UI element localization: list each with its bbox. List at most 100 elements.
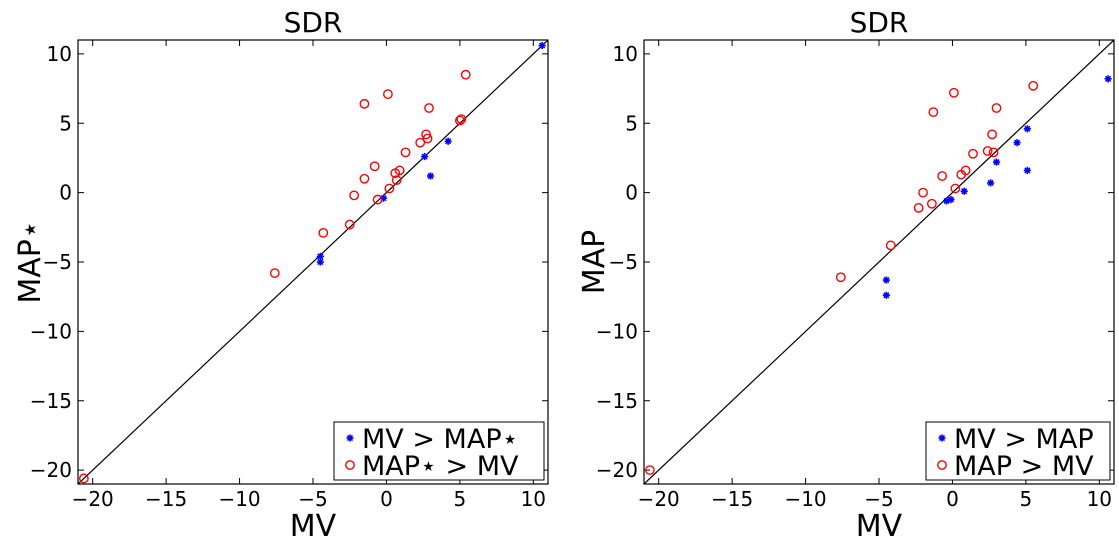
point-series-0 [444,137,452,145]
identity-line [644,40,1114,484]
point-series-0 [538,41,546,50]
point-series-1 [421,129,431,140]
legend-marker [345,460,355,470]
point-series-1 [918,187,928,198]
x-tick-label: −10 [218,487,260,511]
y-tick-label: −20 [596,458,638,482]
point-series-1 [928,107,939,118]
x-tick-label: 5 [454,487,467,511]
x-tick-label: −10 [784,487,826,511]
chart-title: SDR [284,6,343,39]
y-tick-label: −10 [30,319,72,343]
point-series-1 [344,219,355,230]
point-series-1 [269,268,280,278]
y-tick-label: 5 [625,111,638,135]
y-tick-label: −15 [30,389,72,413]
identity-line [78,40,548,484]
point-series-1 [391,175,402,186]
x-tick-label: −20 [72,487,114,511]
legend: MV > MAP⋆MAP⋆ > MV [333,421,545,482]
x-axis-label: MV [290,509,337,542]
point-series-1 [937,171,948,181]
point-series-1 [454,115,465,126]
point-series-0 [882,276,890,284]
point-series-0 [426,172,435,180]
point-series-1 [456,114,467,124]
point-series-1 [78,473,89,484]
point-series-0 [421,152,429,161]
point-series-0 [1023,125,1031,133]
x-tick-label: −5 [864,487,893,511]
legend-label: MAP > MV [954,451,1094,482]
point-series-1 [372,194,383,205]
x-tick-label: 0 [380,487,393,511]
point-series-1 [415,137,426,148]
x-tick-label: 10 [521,487,546,511]
point-series-0 [1013,139,1021,147]
point-series-0 [960,187,968,195]
point-series-1 [349,190,360,201]
y-tick-label: 5 [59,111,72,135]
point-series-1 [926,198,937,209]
y-tick-label: −15 [596,389,638,413]
point-series-0 [1023,166,1031,175]
point-series-0 [1104,75,1112,83]
point-series-1 [383,89,393,100]
legend-label: MV > MAP [954,424,1094,455]
x-tick-label: −15 [711,487,753,511]
x-tick-label: 10 [1087,487,1112,511]
chart-title: SDR [850,6,909,39]
point-series-1 [1028,80,1039,91]
y-tick-label: 10 [613,42,638,66]
point-series-1 [359,98,370,109]
point-series-1 [318,227,329,238]
point-series-1 [885,240,896,251]
y-tick-label: 10 [47,42,72,66]
point-series-1 [644,465,655,476]
x-tick-label: −15 [145,487,187,511]
legend-label: MAP⋆ > MV [362,451,519,482]
data-points [644,75,1112,476]
point-series-1 [991,103,1002,113]
point-series-1 [988,147,999,158]
point-series-1 [422,133,433,144]
point-series-0 [316,258,324,266]
plot-frame [643,39,1115,485]
point-series-1 [987,129,997,140]
point-series-1 [960,165,971,176]
point-series-1 [982,146,993,156]
point-series-1 [968,148,978,159]
point-series-1 [950,183,961,194]
y-axis-label: MAP⋆ [13,220,48,303]
point-series-1 [394,165,405,176]
plot-frame [77,39,549,485]
y-tick-label: −20 [30,458,72,482]
x-tick-label: 0 [946,487,959,511]
y-tick-label: 0 [625,181,638,205]
y-tick-label: −5 [43,250,72,274]
data-points [78,41,546,484]
legend-box [333,421,545,481]
point-series-1 [400,147,411,158]
y-tick-label: −5 [609,250,638,274]
legend-marker [346,434,354,442]
point-series-0 [882,291,890,299]
x-tick-label: −5 [298,487,327,511]
point-series-1 [369,161,380,172]
legend-marker [938,434,946,442]
legend-label: MV > MAP⋆ [362,424,519,455]
y-tick-label: −10 [596,319,638,343]
point-series-1 [359,173,370,184]
y-axis-label: MAP [577,230,612,295]
point-series-1 [835,272,846,283]
point-series-1 [384,183,395,194]
plot-right: SDR MV MAP −20 −15 −10 −5 0 5 10 −20 −15 −10 −5 0 5 10 MV… [577,6,1115,542]
x-axis-label: MV [856,509,903,542]
legend-marker [937,460,947,470]
point-series-1 [949,87,959,98]
point-series-0 [992,158,1001,166]
x-tick-label: 5 [1020,487,1033,511]
